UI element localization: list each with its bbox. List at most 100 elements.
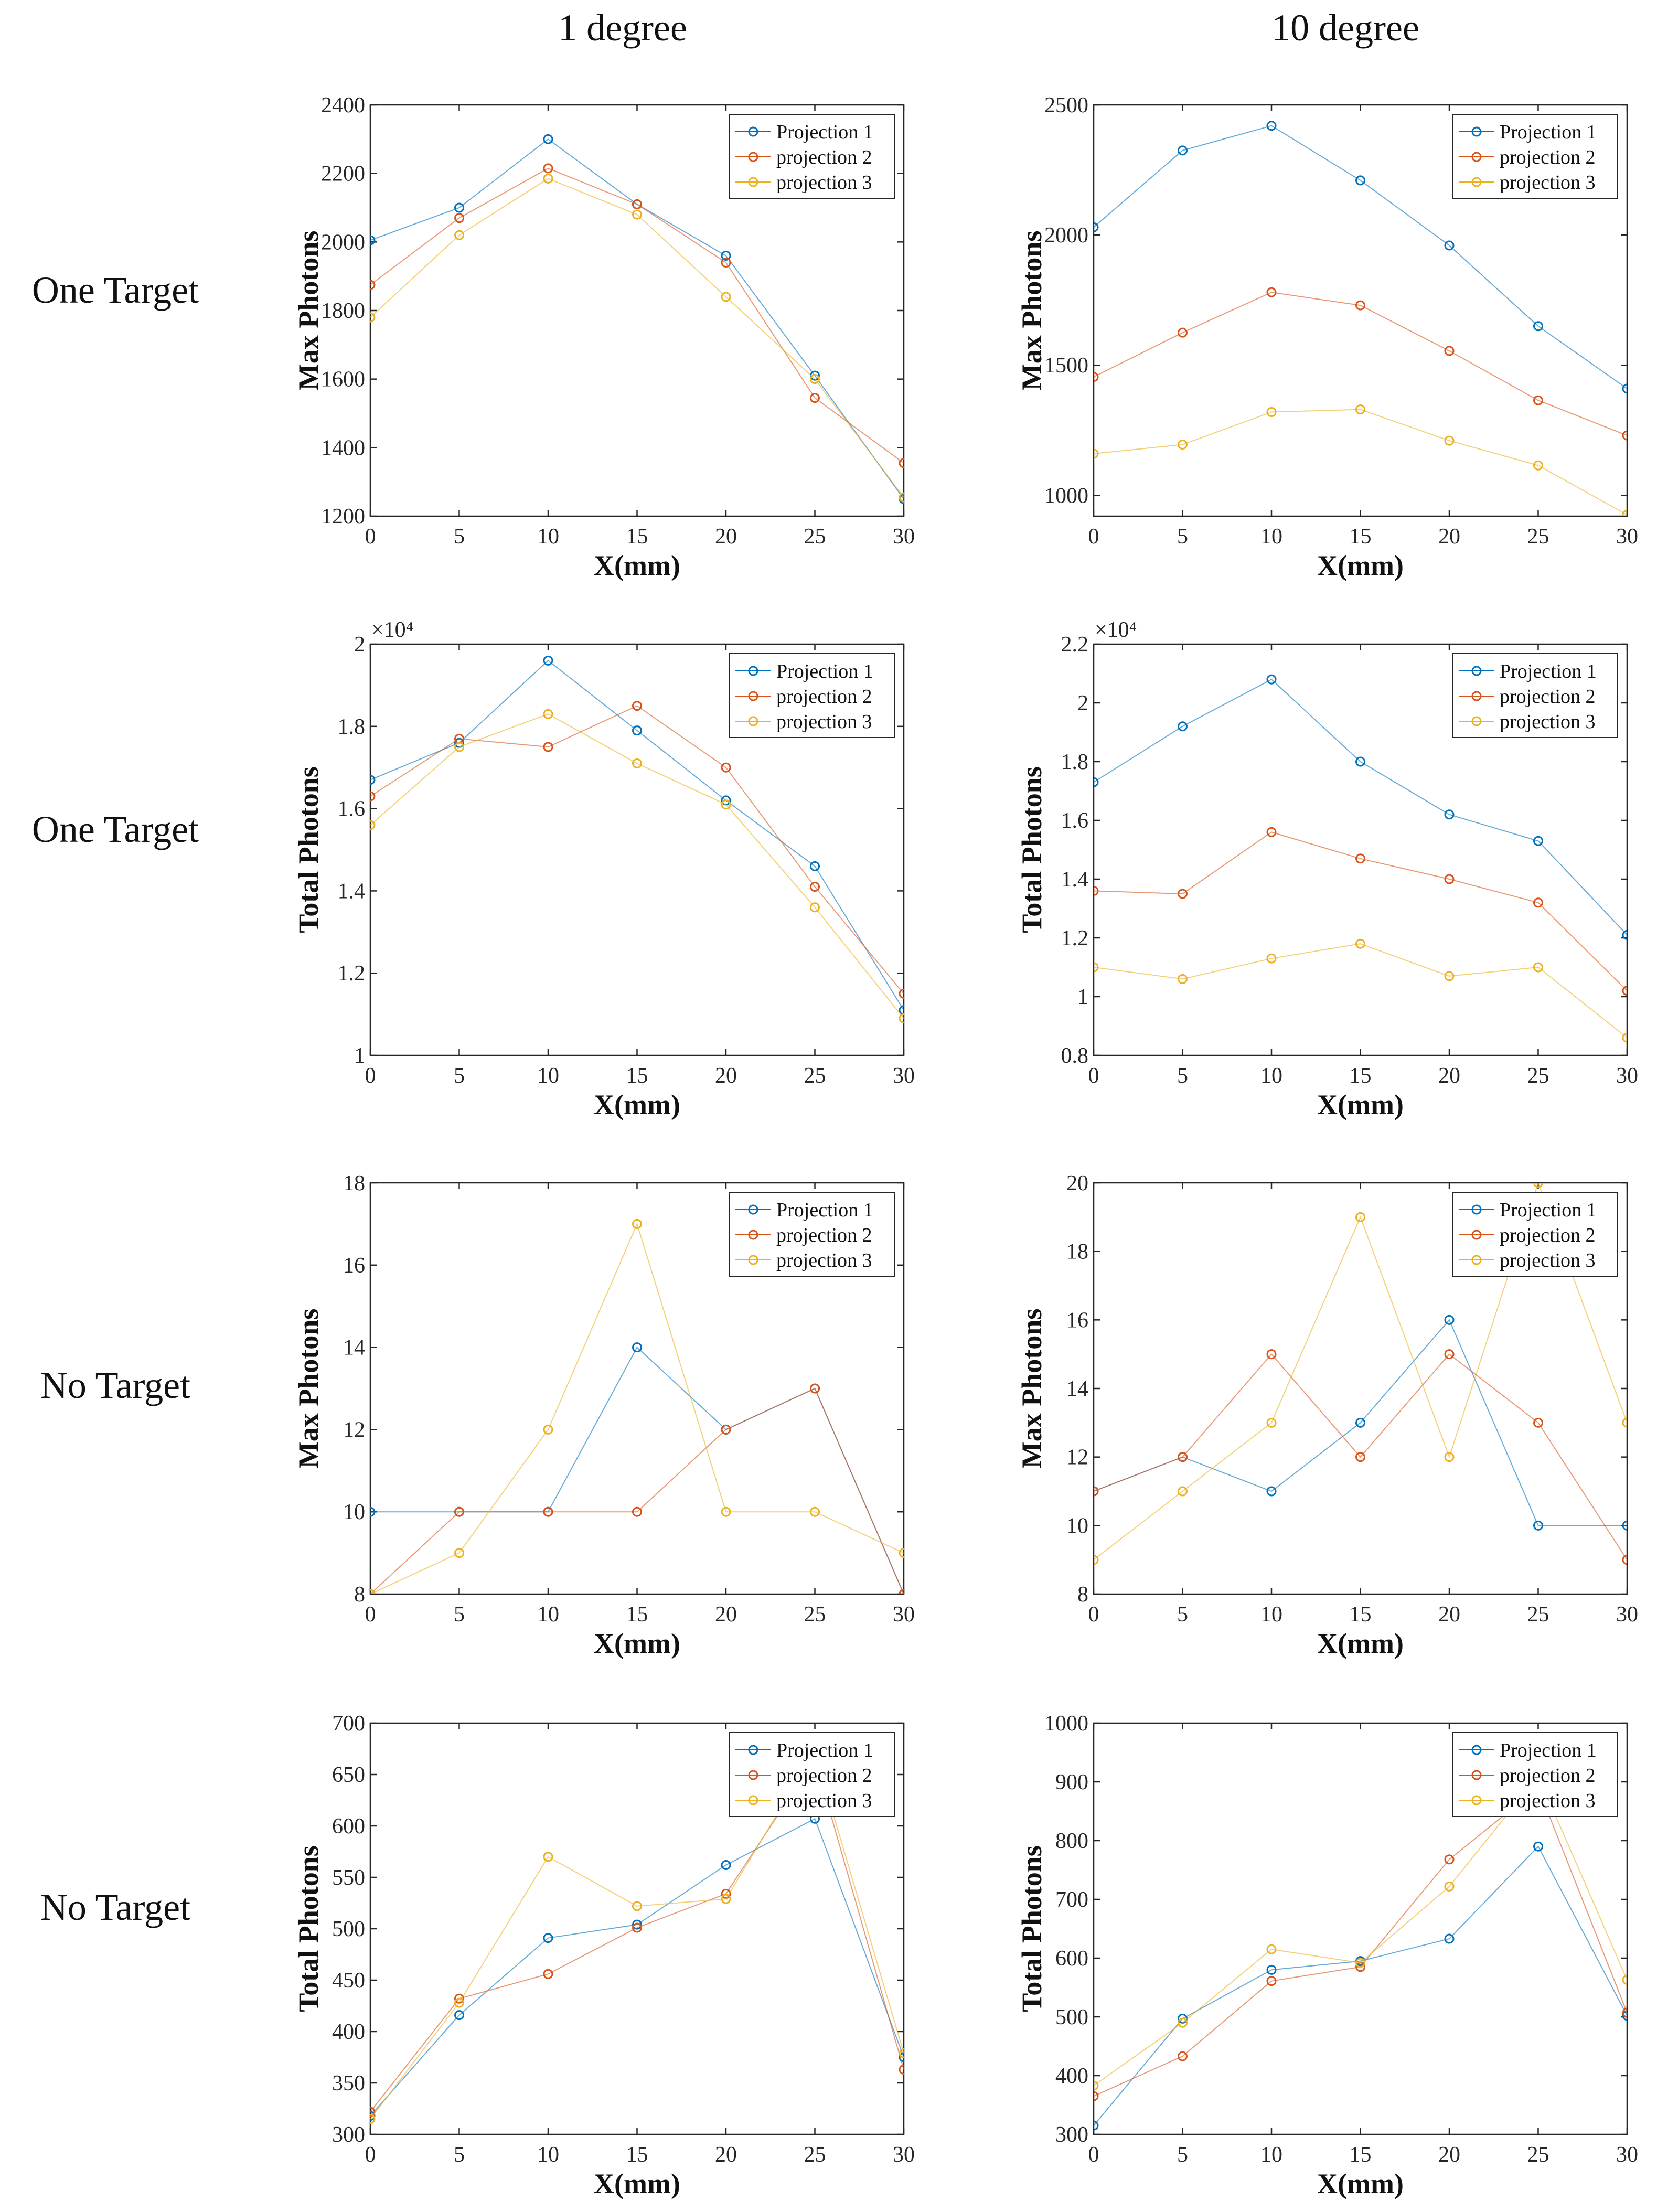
legend-entry: projection 2 [1500, 1224, 1596, 1246]
x-axis-label: X(mm) [1317, 1628, 1404, 1659]
legend-entry: projection 3 [1500, 711, 1596, 733]
data-point [543, 1506, 553, 1517]
series-group [1094, 1771, 1627, 2131]
data-point [454, 1506, 464, 1517]
data-point [370, 2111, 376, 2121]
y-tick-label: 14 [343, 1336, 365, 1360]
y-tick-label: 20 [1066, 1171, 1088, 1195]
legend: Projection 1 projection 2 projection 3 [729, 1192, 895, 1277]
y-tick-label: 350 [332, 2071, 365, 2096]
y-tick-label: 1.2 [338, 961, 366, 986]
x-tick-label: 15 [1350, 525, 1372, 549]
data-point [721, 250, 731, 261]
x-tick-label: 15 [1350, 1064, 1372, 1088]
series-line-3 [1094, 1183, 1627, 1561]
y-tick-label: 1 [354, 1044, 365, 1068]
legend: Projection 1 projection 2 projection 3 [1452, 114, 1618, 199]
y-tick-label: 12 [1066, 1446, 1088, 1470]
data-point [1622, 1555, 1627, 1565]
legend-entry: projection 2 [776, 146, 872, 168]
series-group [370, 1219, 904, 1594]
y-tick-label: 500 [1055, 2005, 1088, 2029]
y-tick-label: 12 [343, 1418, 365, 1442]
chart-panel-6: 0 5 10 15 20 25 30 8 10 12 14 16 18 20 X(mm) Max Photon… [1016, 1171, 1638, 1659]
legend: Projection 1 projection 2 projection 3 [729, 653, 895, 738]
y-tick-label: 1.4 [1061, 868, 1089, 892]
row-label-2: One Target [31, 808, 199, 850]
y-tick-label: 1200 [321, 505, 365, 529]
x-tick-label: 10 [537, 525, 559, 549]
x-tick-label: 5 [1177, 2143, 1188, 2167]
legend-entry: Projection 1 [1500, 1739, 1597, 1761]
x-tick-label: 5 [454, 2143, 465, 2167]
data-point [1444, 1854, 1455, 1865]
data-point [1444, 971, 1455, 981]
series-line-1 [1094, 1845, 1627, 2126]
data-point [632, 1506, 642, 1517]
y-exponent-label: ×10⁴ [371, 618, 413, 642]
y-tick-label: 1 [1077, 985, 1088, 1009]
x-tick-label: 20 [1438, 1064, 1460, 1088]
data-point [1533, 1183, 1543, 1188]
x-tick-label: 10 [537, 2143, 559, 2167]
row-label-1: One Target [31, 269, 199, 311]
data-point [1178, 1452, 1188, 1462]
x-tick-label: 30 [893, 1064, 915, 1088]
legend-entry: Projection 1 [776, 1739, 873, 1761]
data-point [1266, 1944, 1277, 1954]
x-tick-label: 20 [715, 525, 737, 549]
data-point [1533, 836, 1543, 846]
x-tick-label: 20 [715, 1602, 737, 1627]
y-tick-label: 600 [1055, 1947, 1088, 1971]
data-point [1533, 395, 1543, 405]
data-point [1178, 145, 1188, 156]
x-tick-label: 30 [893, 2143, 915, 2167]
series-line-3 [1094, 943, 1627, 1039]
y-tick-label: 2 [1077, 691, 1088, 715]
data-point [632, 1219, 642, 1229]
data-point [454, 742, 464, 752]
legend-marker [748, 1255, 758, 1265]
chart-panel-7: 0 5 10 15 20 25 30 300 350 400 450 500 550 600 650 700 X… [293, 1712, 915, 2199]
data-point [1622, 2011, 1627, 2021]
data-point [1444, 1881, 1455, 1892]
data-point [543, 1852, 553, 1862]
series-line-1 [1094, 125, 1627, 389]
x-tick-label: 15 [626, 525, 648, 549]
data-point [1094, 372, 1099, 382]
data-point [543, 742, 553, 752]
y-tick-label: 700 [1055, 1888, 1088, 1912]
data-point [1178, 721, 1188, 732]
series-line-1 [370, 1818, 904, 2117]
legend-marker [1471, 1795, 1482, 1805]
data-point [721, 1894, 731, 1904]
data-point [1622, 2007, 1627, 2018]
data-point [370, 2114, 376, 2124]
data-point [543, 1933, 553, 1943]
x-tick-label: 25 [1527, 1064, 1549, 1088]
x-tick-label: 10 [1260, 1064, 1282, 1088]
series-line-2 [1094, 292, 1627, 436]
y-tick-label: 16 [1066, 1308, 1088, 1332]
data-point [1266, 121, 1277, 131]
x-tick-label: 20 [1438, 1602, 1460, 1627]
data-point [543, 173, 553, 184]
x-tick-label: 15 [1350, 2143, 1372, 2167]
data-point [1355, 938, 1365, 949]
x-tick-label: 25 [1527, 2143, 1549, 2167]
x-tick-label: 20 [1438, 2143, 1460, 2167]
legend-entry: projection 2 [776, 1765, 872, 1787]
data-point [1094, 1486, 1099, 1497]
x-tick-label: 30 [893, 525, 915, 549]
data-point [1266, 1976, 1277, 1986]
data-point [1533, 1841, 1543, 1852]
data-point [1178, 2017, 1188, 2028]
data-point [1178, 1486, 1188, 1497]
y-axis-label: Max Photons [1016, 231, 1047, 391]
x-tick-label: 25 [804, 1064, 826, 1088]
data-point [632, 701, 642, 711]
x-tick-label: 15 [1350, 1602, 1372, 1627]
data-point [899, 1005, 904, 1016]
legend-entry: projection 3 [1500, 1249, 1596, 1271]
data-point [899, 1548, 904, 1558]
